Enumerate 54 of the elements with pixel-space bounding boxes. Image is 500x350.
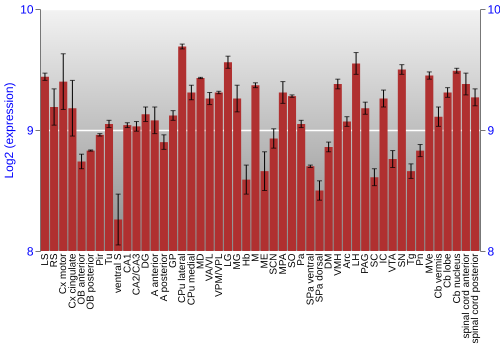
x-tick-label: Arc: [342, 254, 353, 268]
x-tick-label: CPu lateral: [177, 254, 188, 303]
x-tick-label: Cx cingulate: [67, 253, 78, 309]
x-tick-label: A anterior: [150, 252, 161, 296]
x-tick-label: M: [250, 254, 262, 262]
y-tick-label: 8: [26, 244, 34, 258]
x-tick-label: CPu medial: [186, 254, 198, 306]
x-tick-label: Cb vermis: [433, 254, 444, 299]
x-tick-label: RS: [49, 253, 60, 268]
x-tick-label: Pir: [94, 252, 106, 266]
x-tick-label: IC: [378, 254, 390, 264]
x-tick-label: LG: [222, 253, 234, 267]
x-tick-label: spinal cord anterior: [460, 252, 472, 339]
x-tick-label: MG: [232, 253, 244, 270]
y2-tick-label: 10: [488, 2, 500, 16]
x-tick-label: VPM/VPL: [214, 253, 225, 297]
y2-tick-label: 9: [488, 124, 494, 138]
x-tick-label: VTA: [388, 253, 399, 272]
x-tick-label: SPa ventral: [305, 254, 316, 306]
x-tick-label: MVe: [424, 253, 436, 274]
x-tick-label: SO: [287, 253, 298, 268]
x-tick-label: Pn: [415, 254, 426, 266]
x-tick-label: CA2/CA3: [131, 253, 142, 296]
x-tick-label: VMH: [332, 254, 344, 276]
x-tick-label: Cx motor: [58, 252, 70, 294]
x-tick-label: Cb lobe: [442, 253, 454, 288]
x-tick-label: DG: [140, 253, 152, 268]
x-tick-label: LH: [351, 254, 362, 266]
x-tick-label: SPa dorsal: [314, 254, 326, 302]
x-tick-label: Tg: [406, 254, 417, 266]
x-tick-label: DM: [324, 254, 335, 270]
x-tick-label: LS: [40, 253, 51, 266]
x-tick-label: GP: [168, 253, 180, 268]
x-tick-label: OB anterior: [76, 252, 88, 305]
y2-tick-label: 8: [488, 244, 494, 258]
x-tick-label: SC: [369, 254, 380, 268]
x-tick-label: OB posterior: [86, 252, 97, 310]
x-tick-label: Hb: [241, 253, 252, 266]
x-tick-label: Cb nucleus: [452, 254, 463, 304]
x-tick-label: MPA: [278, 253, 289, 274]
x-tick-label: spinal cord posterior: [470, 252, 482, 344]
x-tick-label: Pa: [296, 253, 308, 266]
x-tick-label: A posterior: [158, 252, 170, 302]
x-tick-label: ventral S: [113, 253, 124, 293]
x-tick-label: SCN: [268, 254, 280, 275]
y-tick-label: 9: [26, 124, 34, 138]
y-axis-title: Log2 (expression): [2, 82, 16, 179]
x-tick-label: ME: [260, 253, 271, 268]
x-tick-label: PAG: [360, 253, 372, 274]
x-tick-label: CA1: [122, 253, 134, 273]
x-tick-label: Tu: [104, 254, 115, 265]
y-tick-label: 10: [20, 2, 34, 16]
x-tick-label: SN: [396, 254, 408, 268]
x-tick-label: VA/VL: [204, 253, 216, 282]
